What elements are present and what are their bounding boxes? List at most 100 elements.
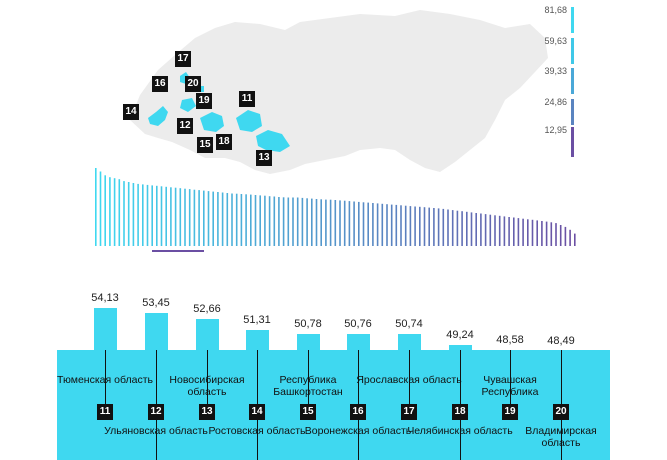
overview-bar <box>250 194 252 246</box>
overview-bar <box>104 175 106 246</box>
overview-bar <box>268 196 271 246</box>
russia-silhouette <box>130 10 548 174</box>
overview-bar <box>137 183 139 246</box>
highlighted-region <box>200 112 224 132</box>
overview-bar <box>348 201 351 246</box>
overview-bar <box>207 191 210 246</box>
value-label: 51,31 <box>243 313 271 326</box>
map-rank-badge: 12 <box>177 118 193 134</box>
legend-swatch <box>571 68 574 94</box>
region-bar <box>449 345 472 350</box>
region-name: Ульяновская область <box>104 425 208 437</box>
overview-bar <box>301 197 304 246</box>
legend-label: 39,33 <box>544 66 567 76</box>
region-bar <box>145 313 168 350</box>
overview-bar <box>569 229 571 246</box>
overview-bar <box>367 202 369 246</box>
map-rank-badge: 15 <box>197 137 213 153</box>
region-name: Чувашская Республика <box>481 374 539 398</box>
overview-bar <box>409 206 412 246</box>
rank-badge: 19 <box>502 404 518 420</box>
overview-bar <box>109 177 111 246</box>
overview-bar <box>320 199 322 246</box>
connector-line <box>105 350 106 404</box>
overview-bar <box>508 217 510 246</box>
overview-bar <box>386 204 388 246</box>
rank-badge: 14 <box>249 404 265 420</box>
overview-bar <box>522 218 524 246</box>
overview-bar <box>550 222 553 246</box>
overview-bar <box>325 199 327 246</box>
overview-bar <box>513 217 515 246</box>
region-name: Новосибирская область <box>169 374 245 398</box>
overview-bar <box>193 189 196 246</box>
value-label: 50,78 <box>294 317 322 330</box>
overview-bar <box>142 184 144 246</box>
map-rank-badge: 17 <box>175 51 191 67</box>
overview-bar <box>203 190 205 246</box>
value-label: 53,45 <box>142 297 170 310</box>
legend-label: 24,86 <box>544 97 567 107</box>
overview-bar <box>226 193 229 246</box>
overview-bar <box>151 185 153 246</box>
value-label: 50,76 <box>344 317 372 330</box>
overview-bar <box>362 202 365 246</box>
overview-bar <box>221 192 224 246</box>
value-label: 49,24 <box>446 329 474 342</box>
overview-bar <box>287 197 290 246</box>
value-label: 48,49 <box>547 335 575 348</box>
region-name: Владимирская область <box>525 425 597 449</box>
region-name: Воронежская область <box>304 425 412 437</box>
value-label: 54,13 <box>91 292 119 305</box>
overview-bar <box>315 199 318 246</box>
region-name: Челябинская область <box>407 425 513 437</box>
legend-label: 12,95 <box>544 125 567 135</box>
overview-bar <box>381 203 384 246</box>
overview-bar <box>311 198 313 246</box>
overview-bar <box>217 192 219 246</box>
region-name: Ростовская область <box>208 425 306 437</box>
overview-bar <box>132 183 135 246</box>
overview-bar <box>414 206 416 246</box>
value-label: 48,58 <box>496 334 524 347</box>
legend-label: 59,63 <box>544 36 567 46</box>
overview-bar <box>484 214 487 246</box>
overview-bar <box>390 204 393 246</box>
region-bar <box>347 333 370 350</box>
rank-badge: 15 <box>300 404 316 420</box>
overview-bar <box>160 186 163 246</box>
overview-bar <box>329 199 332 246</box>
overview-bar <box>470 212 473 246</box>
legend-label: 81,68 <box>544 5 567 15</box>
overview-bar <box>531 219 534 246</box>
overview-bar <box>480 213 482 246</box>
overview-bar <box>442 208 445 246</box>
highlighted-region <box>148 106 168 126</box>
map-rank-badge: 14 <box>123 104 139 120</box>
overview-bar <box>466 211 468 246</box>
rank-badge: 11 <box>97 404 113 420</box>
overview-bar <box>376 203 379 246</box>
overview-bar <box>564 226 567 246</box>
overview-bar <box>423 207 426 246</box>
overview-bar <box>489 214 492 246</box>
overview-bar <box>240 194 243 246</box>
map-rank-badge: 20 <box>185 76 201 92</box>
overview-bar <box>428 207 430 246</box>
map-rank-badge: 19 <box>196 93 212 109</box>
region-name: Ярославская область <box>356 374 462 386</box>
overview-bar <box>296 197 299 246</box>
overview-bar <box>461 211 463 246</box>
overview-bar <box>254 195 257 246</box>
overview-bar <box>437 208 440 246</box>
overview-bar <box>419 206 421 246</box>
overview-bar <box>536 220 538 246</box>
connector-line <box>207 350 208 404</box>
overview-bar <box>433 208 435 246</box>
overview-bar <box>334 200 337 246</box>
overview-bar <box>95 168 97 246</box>
rank-badge: 13 <box>199 404 215 420</box>
overview-bar <box>212 191 214 246</box>
map-rank-badge: 13 <box>256 150 272 166</box>
